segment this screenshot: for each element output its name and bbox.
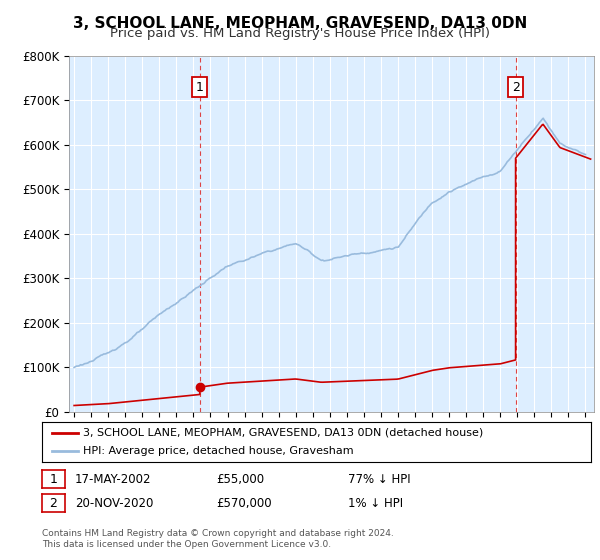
Text: 2: 2	[512, 81, 520, 94]
Text: 3, SCHOOL LANE, MEOPHAM, GRAVESEND, DA13 0DN: 3, SCHOOL LANE, MEOPHAM, GRAVESEND, DA13…	[73, 16, 527, 31]
Text: 20-NOV-2020: 20-NOV-2020	[75, 497, 154, 510]
Text: 2: 2	[49, 497, 58, 510]
Text: HPI: Average price, detached house, Gravesham: HPI: Average price, detached house, Grav…	[83, 446, 354, 456]
Text: £570,000: £570,000	[216, 497, 272, 510]
Text: 1: 1	[196, 81, 203, 94]
Text: 77% ↓ HPI: 77% ↓ HPI	[348, 473, 410, 486]
Text: This data is licensed under the Open Government Licence v3.0.: This data is licensed under the Open Gov…	[42, 540, 331, 549]
Text: £55,000: £55,000	[216, 473, 264, 486]
Text: Contains HM Land Registry data © Crown copyright and database right 2024.: Contains HM Land Registry data © Crown c…	[42, 529, 394, 538]
Text: 17-MAY-2002: 17-MAY-2002	[75, 473, 151, 486]
Text: 1: 1	[49, 473, 58, 486]
Text: 3, SCHOOL LANE, MEOPHAM, GRAVESEND, DA13 0DN (detached house): 3, SCHOOL LANE, MEOPHAM, GRAVESEND, DA13…	[83, 428, 484, 437]
Text: Price paid vs. HM Land Registry's House Price Index (HPI): Price paid vs. HM Land Registry's House …	[110, 27, 490, 40]
Text: 1% ↓ HPI: 1% ↓ HPI	[348, 497, 403, 510]
